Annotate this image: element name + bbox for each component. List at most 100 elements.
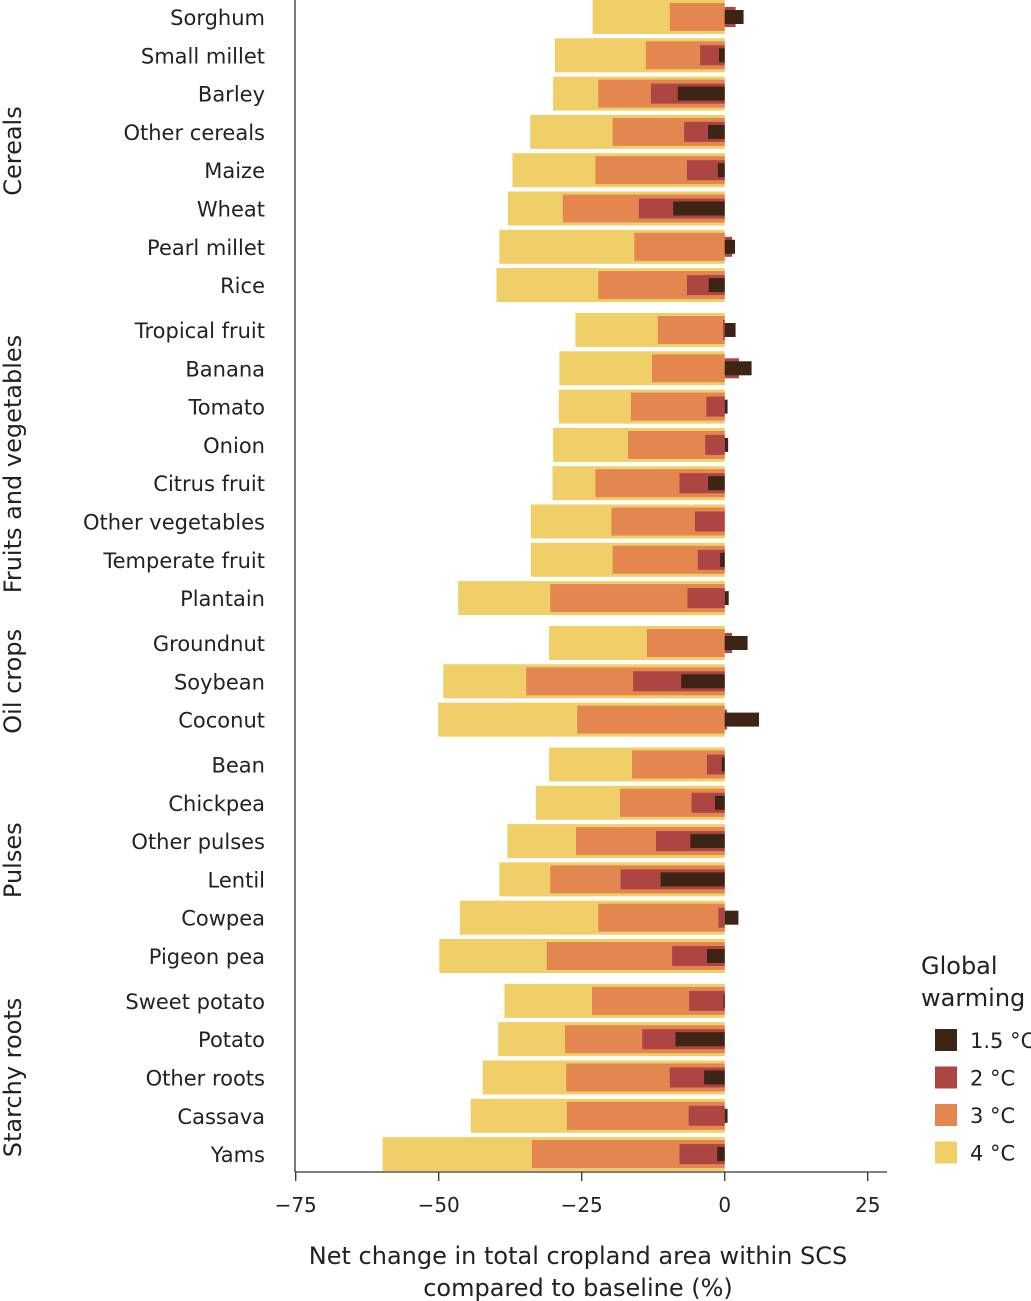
bar-bean-1-5c bbox=[721, 757, 725, 772]
legend-swatch bbox=[935, 1029, 957, 1051]
bar-bean-2c bbox=[706, 754, 725, 775]
bar-soybean-1-5c bbox=[681, 674, 725, 689]
group-labels: Cereals Fruits and vegetables Oil crops Pul… bbox=[0, 106, 27, 1157]
bars-layer bbox=[382, 0, 760, 1172]
x-tick-label: −75 bbox=[275, 1193, 317, 1217]
bar-plantain-2c bbox=[687, 588, 725, 609]
x-tick-label: −25 bbox=[561, 1193, 603, 1217]
bar-pearl-millet-3c bbox=[634, 232, 725, 261]
crop-label: Other pulses bbox=[131, 830, 265, 854]
bar-cassava-2c bbox=[688, 1105, 725, 1126]
bar-yams-2c bbox=[679, 1144, 725, 1165]
crop-label: Onion bbox=[203, 434, 265, 458]
bar-small-millet-2c bbox=[700, 45, 725, 66]
bar-pigeon-pea-1-5c bbox=[706, 949, 725, 963]
group-label: Starchy roots bbox=[0, 998, 27, 1158]
crop-label: Bean bbox=[211, 754, 265, 778]
x-tick-label: −50 bbox=[418, 1193, 460, 1217]
bar-maize-1-5c bbox=[717, 163, 725, 178]
crop-label: Yams bbox=[210, 1143, 265, 1167]
crop-label: Tropical fruit bbox=[134, 319, 265, 343]
legend-title-line2: warming bbox=[921, 984, 1025, 1012]
bar-sorghum-3c bbox=[669, 3, 725, 31]
crop-label: Other roots bbox=[146, 1067, 265, 1091]
bar-coconut-1-5c bbox=[724, 712, 760, 727]
crop-label: Rice bbox=[220, 274, 265, 298]
bar-barley-1-5c bbox=[677, 86, 725, 101]
crop-label: Lentil bbox=[208, 868, 265, 892]
x-axis: −75 −50 −25 0 25 bbox=[275, 0, 887, 1217]
bar-sweet-potato-2c bbox=[689, 990, 725, 1011]
bar-sorghum-1-5c bbox=[724, 10, 744, 24]
bar-tropical-fruit-2c bbox=[722, 320, 725, 340]
crop-label: Tomato bbox=[187, 396, 265, 420]
bar-groundnut-1-5c bbox=[724, 636, 748, 650]
legend-label: 4 °C bbox=[970, 1142, 1015, 1166]
crop-label: Plantain bbox=[180, 587, 265, 611]
group-label: Oil crops bbox=[0, 629, 27, 734]
crop-label: Wheat bbox=[197, 198, 265, 222]
bar-other-vegetables-2c bbox=[694, 511, 725, 532]
crop-label: Cassava bbox=[177, 1105, 265, 1129]
group-label: Fruits and vegetables bbox=[0, 335, 27, 593]
crop-label: Sweet potato bbox=[125, 990, 265, 1014]
bar-yams-1-5c bbox=[717, 1147, 725, 1162]
bar-banana-1-5c bbox=[724, 361, 752, 376]
crop-label: Groundnut bbox=[153, 632, 265, 656]
legend-label: 2 °C bbox=[970, 1067, 1015, 1091]
x-axis-title-line2: compared to baseline (%) bbox=[423, 1274, 733, 1301]
bar-maize-2c bbox=[686, 160, 725, 181]
x-tick-label: 25 bbox=[855, 1193, 880, 1217]
bar-tropical-fruit-3c bbox=[657, 316, 725, 344]
crop-label: Soybean bbox=[174, 670, 265, 694]
crop-label: Potato bbox=[198, 1028, 265, 1052]
bar-groundnut-3c bbox=[646, 629, 725, 657]
crop-label: Other vegetables bbox=[83, 511, 265, 535]
bar-chickpea-1-5c bbox=[714, 795, 725, 810]
x-axis-title-line1: Net change in total cropland area within… bbox=[309, 1242, 847, 1270]
bar-potato-1-5c bbox=[675, 1032, 725, 1047]
bar-pearl-millet-1-5c bbox=[724, 239, 735, 254]
x-tick-label: 0 bbox=[718, 1193, 731, 1217]
crop-label: Chickpea bbox=[168, 792, 265, 816]
crop-label: Citrus fruit bbox=[153, 472, 265, 496]
crop-label: Small millet bbox=[141, 44, 265, 68]
legend-swatch bbox=[935, 1066, 957, 1089]
bar-onion-2c bbox=[705, 434, 725, 455]
crop-label: Sorghum bbox=[170, 6, 265, 30]
bar-temperate-fruit-2c bbox=[697, 549, 725, 570]
bar-cassava-1-5c bbox=[724, 1108, 728, 1123]
bar-tomato-1-5c bbox=[724, 399, 728, 414]
crop-label: Pearl millet bbox=[147, 236, 265, 260]
bar-lentil-1-5c bbox=[660, 872, 725, 887]
bar-tomato-2c bbox=[706, 396, 725, 417]
legend: Global warming 1.5 °C 2 °C 3 °C 4 °C bbox=[921, 952, 1031, 1166]
crop-label: Pigeon pea bbox=[149, 945, 265, 969]
bar-small-millet-1-5c bbox=[718, 48, 725, 63]
bar-cowpea-1-5c bbox=[724, 910, 739, 925]
bar-citrus-fruit-1-5c bbox=[708, 476, 725, 491]
crop-label: Other cereals bbox=[123, 121, 265, 145]
legend-title-line1: Global bbox=[921, 952, 998, 980]
bar-onion-1-5c bbox=[724, 437, 729, 452]
legend-label: 1.5 °C bbox=[970, 1029, 1031, 1053]
legend-label: 3 °C bbox=[970, 1104, 1015, 1128]
bar-rice-1-5c bbox=[708, 278, 725, 293]
crop-label: Coconut bbox=[178, 709, 265, 733]
bar-other-roots-1-5c bbox=[704, 1070, 725, 1085]
bar-other-cereals-1-5c bbox=[708, 124, 725, 139]
group-label: Pulses bbox=[0, 822, 27, 898]
bar-temperate-fruit-1-5c bbox=[720, 552, 725, 567]
crop-label: Barley bbox=[198, 83, 265, 107]
crop-labels: Sorghum Small millet Barley Other cereals Ma… bbox=[83, 6, 265, 1167]
crop-label: Temperate fruit bbox=[102, 549, 265, 573]
bar-plantain-1-5c bbox=[724, 591, 729, 606]
bar-cowpea-2c bbox=[718, 907, 725, 928]
crop-label: Cowpea bbox=[181, 907, 265, 931]
bar-coconut-3c bbox=[577, 705, 725, 734]
legend-swatch bbox=[935, 1141, 957, 1164]
bar-banana-3c bbox=[652, 354, 725, 383]
bar-sweet-potato-1-5c bbox=[723, 993, 725, 1008]
